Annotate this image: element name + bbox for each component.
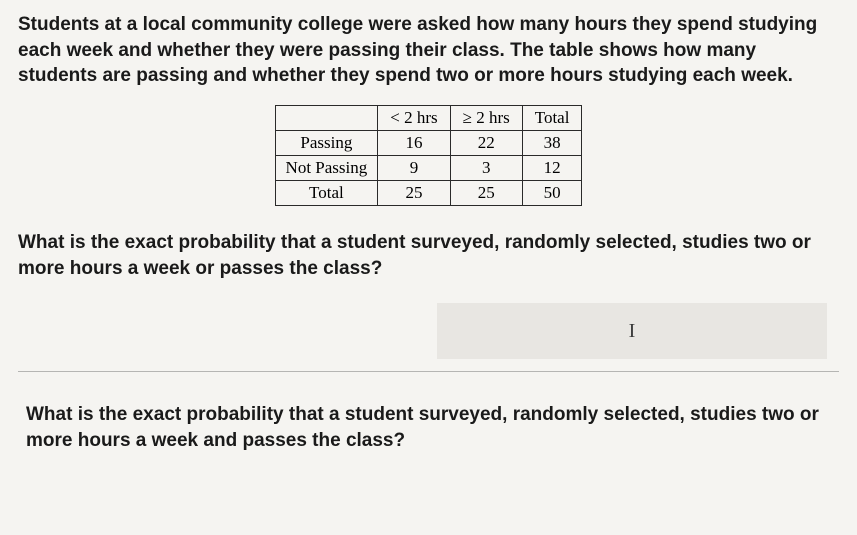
table-cell: Total [275, 180, 378, 205]
intro-text: Students at a local community college we… [18, 12, 839, 89]
table-container: < 2 hrs ≥ 2 hrs Total Passing 16 22 38 N… [18, 105, 839, 206]
text-cursor-icon: I [629, 320, 636, 343]
answer-area-1: I [18, 303, 839, 359]
table-cell: ≥ 2 hrs [450, 105, 522, 130]
table-cell: 38 [522, 130, 582, 155]
answer-input-1[interactable]: I [437, 303, 827, 359]
table-cell: 3 [450, 155, 522, 180]
table-cell: 25 [450, 180, 522, 205]
table-cell: < 2 hrs [378, 105, 450, 130]
question-1-text: What is the exact probability that a stu… [18, 230, 839, 281]
table-cell: 25 [378, 180, 450, 205]
table-cell: 50 [522, 180, 582, 205]
question-2-text: What is the exact probability that a stu… [18, 402, 839, 453]
table-cell: 22 [450, 130, 522, 155]
table-cell: Passing [275, 130, 378, 155]
table-row: Passing 16 22 38 [275, 130, 582, 155]
table-cell: 16 [378, 130, 450, 155]
table-row: Total 25 25 50 [275, 180, 582, 205]
table-cell: 9 [378, 155, 450, 180]
table-cell [275, 105, 378, 130]
section-divider [18, 371, 839, 372]
table-cell: 12 [522, 155, 582, 180]
table-row: < 2 hrs ≥ 2 hrs Total [275, 105, 582, 130]
table-cell: Not Passing [275, 155, 378, 180]
table-cell: Total [522, 105, 582, 130]
data-table: < 2 hrs ≥ 2 hrs Total Passing 16 22 38 N… [275, 105, 583, 206]
table-row: Not Passing 9 3 12 [275, 155, 582, 180]
